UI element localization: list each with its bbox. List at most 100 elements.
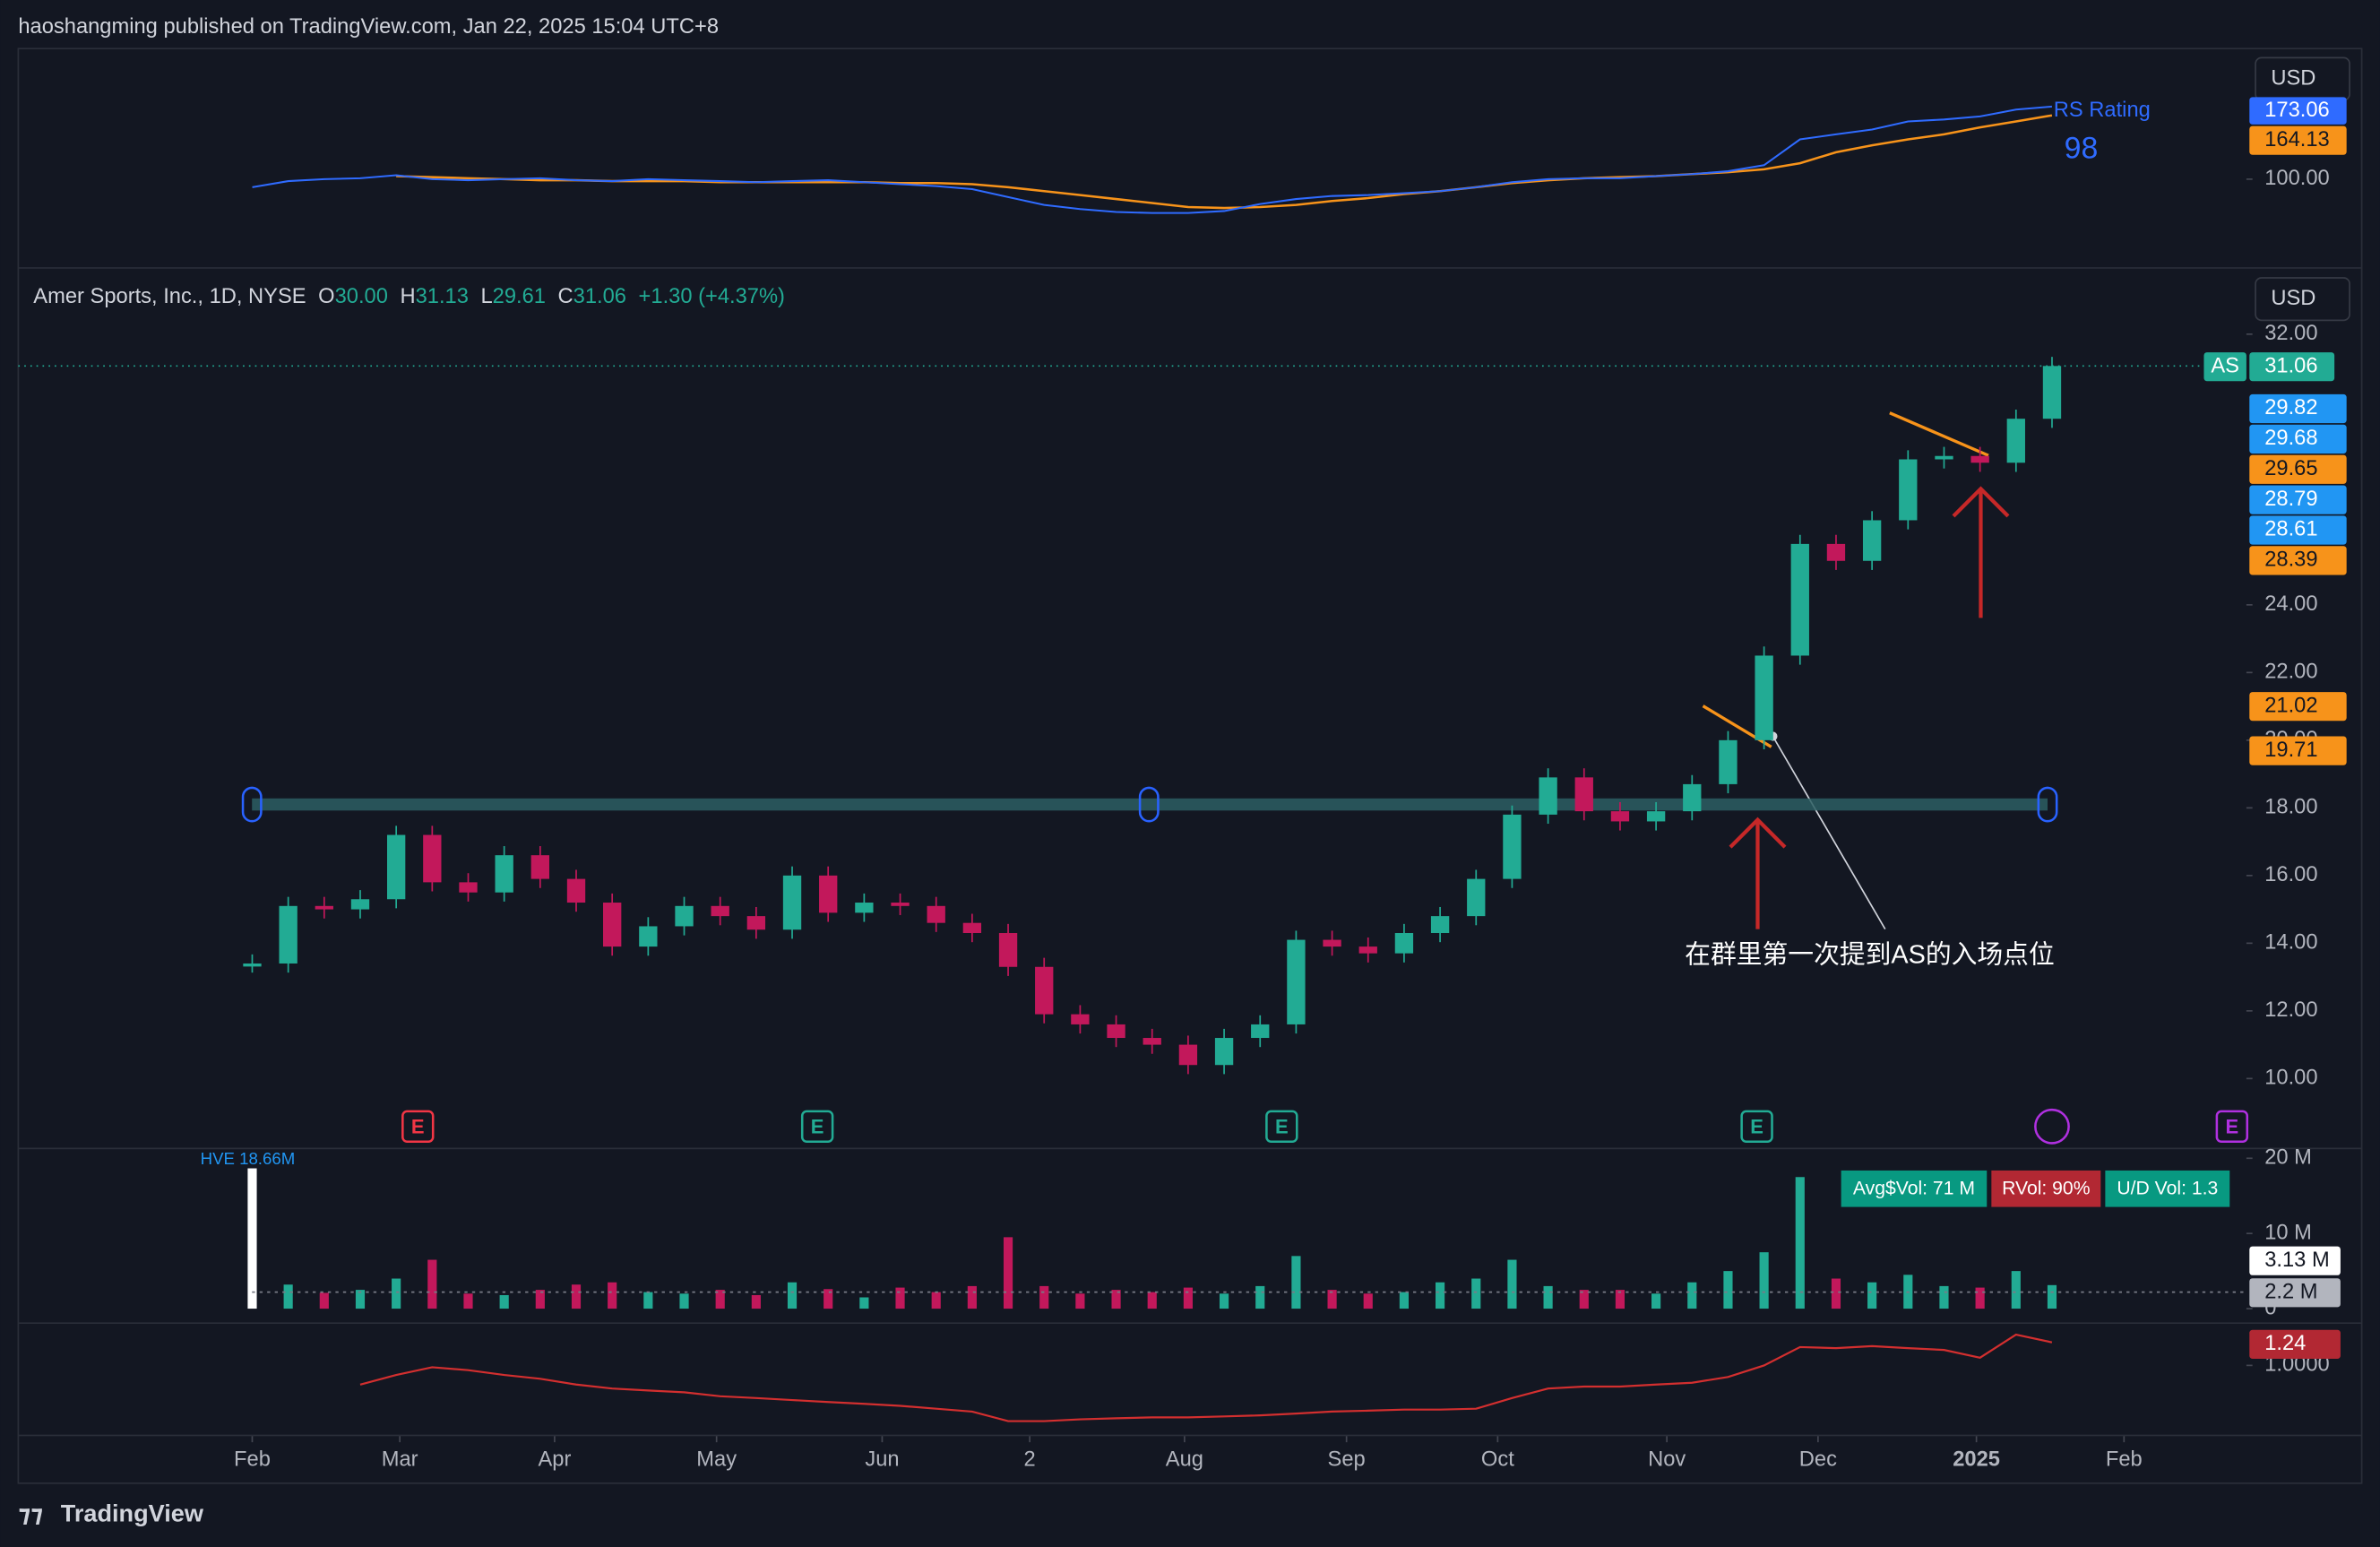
candle: [1323, 939, 1341, 947]
candle: [1035, 966, 1054, 1015]
rs-ma-line: [396, 114, 2053, 210]
volume-bar: [1687, 1282, 1697, 1309]
volume-bar: [967, 1285, 977, 1309]
volume-bar: [1543, 1285, 1553, 1309]
price-label-bg: [2249, 97, 2347, 125]
candle: [855, 903, 874, 913]
volume-bar: [283, 1284, 293, 1309]
candle: [819, 875, 838, 913]
volume-bar: [1255, 1285, 1265, 1309]
candle: [350, 899, 370, 910]
rs-line: [252, 105, 2053, 214]
volume-badges: Avg$Vol: 71 M RVol: 90% U/D Vol: 1.3: [1841, 1170, 2230, 1207]
volume-bar: [1327, 1290, 1337, 1309]
y-tick-label: 100.00: [2264, 167, 2330, 190]
candle: [566, 878, 586, 903]
volume-bar: [1075, 1293, 1085, 1309]
currency-button[interactable]: [2255, 277, 2350, 322]
event-label: E: [1750, 1115, 1763, 1137]
volume-bar: [499, 1294, 509, 1309]
candle: [998, 933, 1018, 967]
candle: [1646, 811, 1666, 822]
badge: U/D Vol: 1.3: [2117, 1179, 2218, 1199]
price-label: 21.02: [2264, 694, 2317, 717]
support-band: [252, 798, 2048, 811]
candle: [495, 855, 513, 893]
event-label: E: [411, 1115, 425, 1137]
ratio-line: [359, 1333, 2053, 1422]
price-label-bg: [2249, 424, 2347, 454]
price-label: 31.06: [2264, 354, 2317, 377]
low: 29.61: [493, 285, 546, 308]
handle: [2037, 786, 2058, 823]
y-tick-label: 10.00: [2264, 1067, 2317, 1090]
hve: HVE 18.66M: [201, 1149, 296, 1168]
y-tick-label: 14.00: [2264, 931, 2317, 955]
price-label: 29.82: [2264, 396, 2317, 419]
candle: [711, 905, 729, 917]
x-tick-label: Jun: [865, 1448, 899, 1472]
x-tick-label: Nov: [1648, 1448, 1686, 1472]
y-tick-label: 22.00: [2264, 661, 2317, 684]
volume-bar: [1939, 1285, 1949, 1309]
x-tick-label: May: [696, 1448, 737, 1472]
price-label-bg: [2249, 1246, 2341, 1275]
badge-bg: [1991, 1170, 2101, 1207]
handle: [1138, 786, 1160, 823]
volume-bar: [319, 1292, 329, 1309]
price-label-bg: [2249, 1278, 2341, 1308]
event-label: E: [811, 1115, 824, 1137]
callout-line: [1772, 736, 1886, 930]
x-tick-label: Aug: [1166, 1448, 1203, 1472]
candle: [1251, 1024, 1270, 1039]
change: +1.30 (+4.37%): [639, 285, 785, 308]
badge-bg: [2105, 1170, 2230, 1207]
currency: USD: [2271, 66, 2315, 90]
price-label: 19.71: [2264, 739, 2317, 762]
rs-rating: 98: [2065, 132, 2099, 166]
candle: [891, 903, 910, 906]
candle: [1467, 878, 1486, 917]
volume-bar: [2047, 1284, 2057, 1309]
volume-bar: [715, 1290, 725, 1309]
event-marker: [1740, 1110, 1773, 1144]
candle: [1719, 739, 1738, 784]
y-tick-label: 16.00: [2264, 863, 2317, 886]
price-label: 173.06: [2264, 99, 2330, 122]
volume-bar: [931, 1292, 941, 1309]
open: 30.00: [335, 285, 388, 308]
price-label: 28.39: [2264, 549, 2317, 572]
candle: [2042, 366, 2062, 419]
candle: [603, 903, 622, 947]
volume-bar: [1579, 1290, 1589, 1309]
candle: [279, 905, 298, 964]
candle: [1071, 1014, 1090, 1024]
price-label: 2.2 M: [2264, 1281, 2317, 1304]
candle: [243, 963, 262, 967]
candle: [1862, 520, 1882, 561]
event-label: E: [2225, 1115, 2238, 1137]
price-label: 164.13: [2264, 128, 2330, 151]
candle: [1143, 1038, 1161, 1045]
x-tick-label: Oct: [1481, 1448, 1514, 1472]
candle: [315, 905, 333, 910]
x-tick-label: 2: [1024, 1448, 1036, 1472]
candle: [1539, 777, 1557, 815]
volume-bar: [1111, 1290, 1121, 1309]
candle: [1287, 939, 1306, 1024]
y-tick-label: 12.00: [2264, 998, 2317, 1022]
news-marker: [2034, 1108, 2070, 1145]
price-label: 28.79: [2264, 488, 2317, 511]
x-tick-label: Mar: [382, 1448, 418, 1472]
volume-bar: [1975, 1287, 1985, 1309]
price-label-bg: [2249, 125, 2347, 155]
footer: TradingView: [61, 1499, 204, 1527]
candle: [459, 882, 478, 893]
candle: [1970, 455, 1989, 463]
volume-bar: [2011, 1271, 2021, 1309]
volume-bar: [463, 1293, 473, 1309]
price-label: 29.65: [2264, 457, 2317, 480]
volume-bar: [1363, 1293, 1373, 1309]
